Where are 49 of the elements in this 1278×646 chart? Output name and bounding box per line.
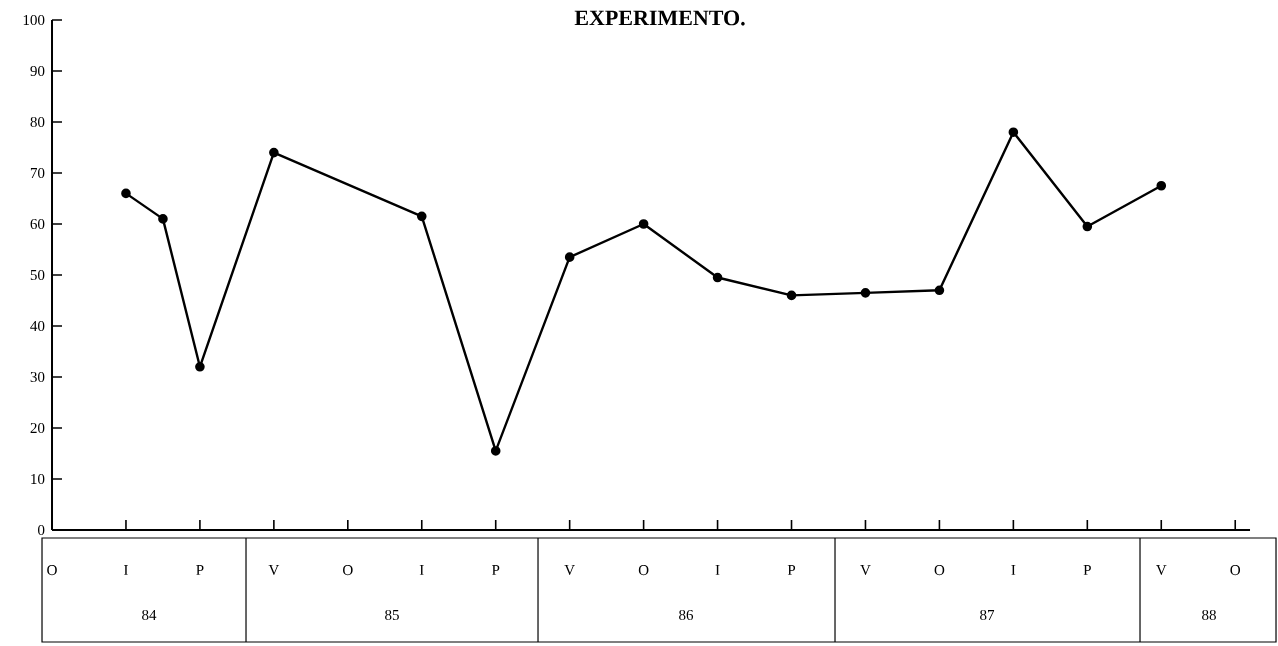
point [490, 446, 501, 456]
point [1082, 221, 1093, 232]
y-tick-label: 40 [30, 320, 45, 332]
y-tick-label: 100 [23, 14, 45, 26]
y-tick-label: 30 [30, 371, 45, 383]
point [712, 272, 723, 283]
x-tick-label: I [419, 565, 424, 575]
y-tick-label: 0 [38, 524, 45, 536]
y-tick-label: 50 [30, 269, 45, 281]
x-tick-label: V [268, 565, 280, 576]
point [860, 288, 871, 298]
x-tick-label: I [124, 565, 128, 575]
x-tick-label: I [715, 565, 720, 575]
point [416, 211, 427, 222]
text: 87 [980, 609, 995, 621]
x-tick-label: P [196, 565, 204, 575]
point [158, 214, 168, 224]
point [934, 285, 945, 296]
x-tick-label: O [47, 565, 57, 576]
x-tick-label: O [343, 565, 353, 576]
y-tick-label: 10 [31, 473, 45, 485]
x-tick-label: P [491, 565, 500, 575]
x-tick-label: V [860, 565, 871, 576]
x-tick-label: O [638, 565, 649, 576]
point [1156, 180, 1167, 191]
x-tick-label: P [787, 565, 796, 575]
point [269, 147, 279, 158]
point [1008, 127, 1019, 137]
point [195, 361, 205, 372]
text: 84 [142, 609, 157, 621]
text: 86 [679, 609, 694, 621]
x-tick-label: O [1230, 565, 1241, 576]
x-tick-label: O [934, 565, 945, 576]
y-tick-label: 60 [30, 218, 45, 230]
point [638, 219, 649, 229]
text: 88 [1202, 609, 1216, 621]
y-tick-label: 80 [30, 116, 45, 128]
y-tick-label: 70 [30, 167, 45, 179]
x-tick-label: P [1083, 565, 1091, 575]
x-tick-label: V [564, 565, 575, 576]
text: 85 [385, 609, 399, 621]
x-tick-label: I [1011, 565, 1016, 575]
point [121, 188, 131, 199]
point [786, 290, 797, 301]
y-tick-label: 20 [30, 422, 45, 434]
chart-title: EXPERIMENTO. [574, 10, 745, 26]
x-tick-label: V [1156, 565, 1167, 576]
point [564, 252, 575, 262]
y-tick-label: 90 [30, 65, 45, 77]
